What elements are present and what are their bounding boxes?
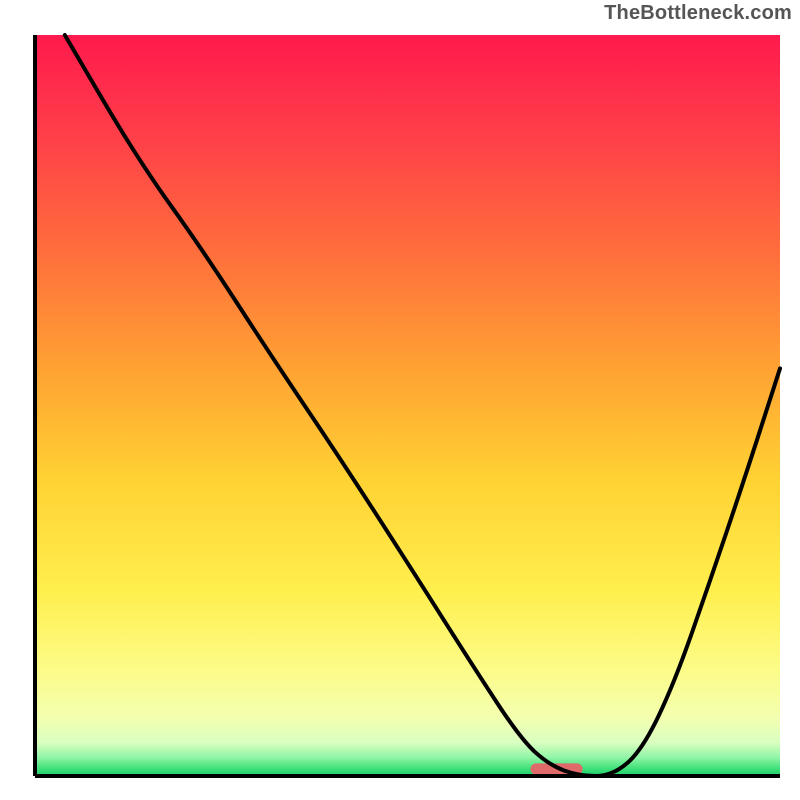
bottleneck-chart xyxy=(0,0,800,800)
chart-gradient-background xyxy=(35,35,780,776)
bottleneck-chart-container: TheBottleneck.com xyxy=(0,0,800,800)
watermark-text: TheBottleneck.com xyxy=(604,2,792,25)
